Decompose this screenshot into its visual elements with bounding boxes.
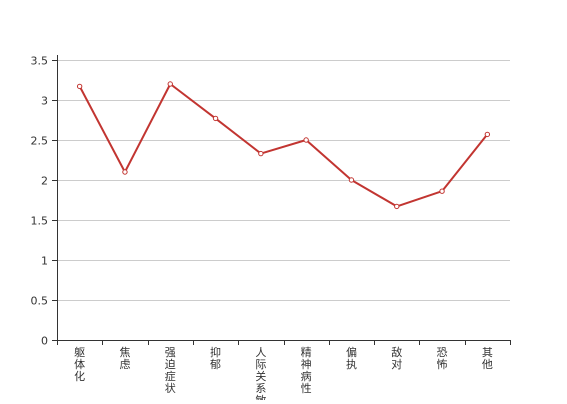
x-tick-label: 精神病性 bbox=[301, 346, 312, 395]
data-point[interactable] bbox=[303, 137, 309, 143]
x-tick-label: 躯体化 bbox=[74, 346, 85, 383]
grid-lines bbox=[57, 60, 510, 301]
x-tick-labels: 躯体化 焦虑 强迫症状 抑郁 人际关系敏感 精神病性 偏执 敌对 恐怖 其他 bbox=[74, 345, 493, 404]
data-point[interactable] bbox=[394, 203, 400, 210]
y-tick-label: 2 bbox=[41, 175, 48, 188]
x-tick-label: 人际关系敏感 bbox=[255, 346, 266, 400]
data-point[interactable] bbox=[76, 83, 83, 90]
x-tick-label: 抑郁 bbox=[210, 345, 221, 371]
y-tick-label: 1.5 bbox=[31, 215, 49, 228]
data-point[interactable] bbox=[122, 169, 128, 175]
x-tick-label: 偏执 bbox=[346, 345, 357, 371]
y-tick-label: 0 bbox=[41, 335, 48, 348]
y-tick-label: 0.5 bbox=[31, 295, 49, 308]
data-point[interactable] bbox=[212, 115, 219, 122]
axes bbox=[52, 55, 511, 345]
y-tick-labels: 0 0.5 1 1.5 2 2.5 3 3.5 bbox=[31, 55, 49, 348]
data-point[interactable] bbox=[439, 188, 445, 194]
x-tick-label: 敌对 bbox=[391, 345, 402, 371]
series-layer bbox=[76, 81, 491, 210]
x-tick-label: 恐怖 bbox=[437, 346, 448, 371]
x-tick-label: 其他 bbox=[482, 346, 493, 371]
data-point[interactable] bbox=[258, 150, 264, 157]
data-point[interactable] bbox=[484, 131, 491, 138]
y-tick-label: 2.5 bbox=[31, 135, 49, 148]
y-tick-label: 3.5 bbox=[31, 55, 49, 68]
x-tick-label: 强迫症状 bbox=[165, 346, 176, 395]
series-line bbox=[78, 83, 489, 208]
data-point[interactable] bbox=[167, 81, 173, 87]
y-tick-label: 3 bbox=[41, 95, 48, 108]
y-tick-label: 1 bbox=[41, 255, 48, 268]
x-tick-label: 焦虑 bbox=[119, 346, 130, 371]
data-point[interactable] bbox=[348, 177, 355, 183]
